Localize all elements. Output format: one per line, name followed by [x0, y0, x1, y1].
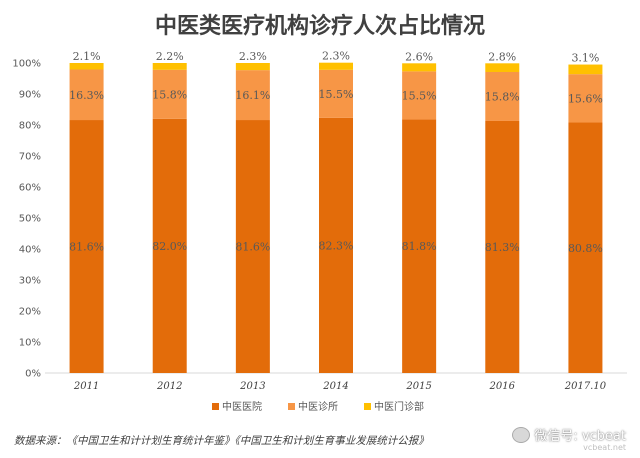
y-tick-label: 40%: [19, 245, 41, 256]
x-tick-label: 2016: [489, 381, 516, 392]
bar-segment: [319, 117, 353, 374]
x-tick-label: 2012: [156, 381, 182, 392]
legend-label: 中医医院: [222, 400, 262, 413]
data-label: 2.3%: [322, 50, 350, 63]
data-label: 82.0%: [152, 240, 187, 253]
bar-segment: [402, 63, 437, 72]
data-label: 15.8%: [152, 88, 187, 101]
wechat-icon: [512, 426, 531, 443]
bar-segment: [152, 69, 187, 119]
bar-segment: [152, 63, 187, 70]
x-tick-label: 2011: [73, 381, 99, 392]
legend-swatch: [364, 403, 371, 410]
y-tick-label: 100%: [12, 59, 41, 70]
y-tick-label: 90%: [19, 90, 41, 101]
data-label: 2.1%: [73, 50, 101, 63]
bar-segment: [69, 69, 104, 121]
x-tick-label: 2013: [239, 381, 265, 392]
legend-swatch: [288, 403, 295, 410]
watermark-subtext: vcbeat.net: [583, 443, 626, 452]
legend-swatch: [212, 403, 219, 410]
data-label: 15.5%: [402, 89, 437, 102]
legend-label: 中医诊所: [298, 400, 338, 413]
bar-segment: [152, 118, 187, 373]
bar-segment: [568, 74, 603, 123]
bar-segment: [402, 119, 437, 373]
data-label: 81.6%: [69, 241, 104, 254]
data-label: 81.3%: [485, 241, 520, 254]
data-label: 80.8%: [568, 242, 603, 255]
bar-segment: [402, 71, 437, 120]
y-tick-label: 30%: [19, 276, 41, 287]
y-tick-label: 10%: [19, 338, 41, 349]
x-tick-label: 2015: [405, 381, 431, 392]
data-label: 15.5%: [319, 88, 354, 101]
y-tick-label: 60%: [19, 183, 41, 194]
data-label: 81.6%: [235, 241, 270, 254]
y-tick-label: 20%: [19, 307, 41, 318]
watermark: 微信号: vcbeat: [512, 425, 626, 444]
data-label: 16.3%: [69, 89, 104, 102]
legend-label: 中医门诊部: [374, 400, 424, 413]
bar-segment: [568, 64, 603, 75]
data-label: 2.8%: [488, 50, 516, 63]
data-label: 15.8%: [485, 90, 520, 103]
data-label: 2.2%: [156, 50, 184, 63]
chart-title: 中医类医疗机构诊疗人次占比情况: [154, 14, 485, 39]
y-tick-label: 50%: [19, 214, 41, 225]
x-tick-label: 2017.10: [564, 381, 607, 392]
bar-segment: [319, 69, 353, 118]
data-label: 2.6%: [405, 50, 433, 63]
data-label: 3.1%: [571, 52, 599, 65]
y-tick-label: 80%: [19, 121, 41, 132]
bar-segment: [69, 63, 104, 70]
data-label: 15.6%: [568, 92, 603, 105]
data-label: 81.8%: [402, 240, 437, 253]
bar-segment: [235, 70, 270, 121]
bar-segment: [485, 120, 520, 373]
bar-segment: [485, 63, 520, 72]
bar-segment: [485, 71, 520, 121]
bar-segment: [235, 63, 270, 71]
y-tick-label: 70%: [19, 152, 41, 163]
x-tick-label: 2014: [322, 381, 348, 392]
bar-segment: [235, 120, 270, 373]
data-label: 82.3%: [319, 239, 354, 252]
bar-segment: [69, 120, 104, 373]
bar-segment: [568, 122, 603, 374]
data-label: 16.1%: [235, 89, 270, 102]
data-label: 2.3%: [239, 50, 267, 63]
source-note: 数据来源：《中国卫生和计计划生育统计年鉴》《中国卫生和计划生育事业发展统计公报》: [14, 435, 429, 447]
y-tick-label: 0%: [25, 369, 41, 380]
watermark-text: 微信号: vcbeat: [534, 429, 626, 444]
bar-segment: [319, 62, 353, 70]
